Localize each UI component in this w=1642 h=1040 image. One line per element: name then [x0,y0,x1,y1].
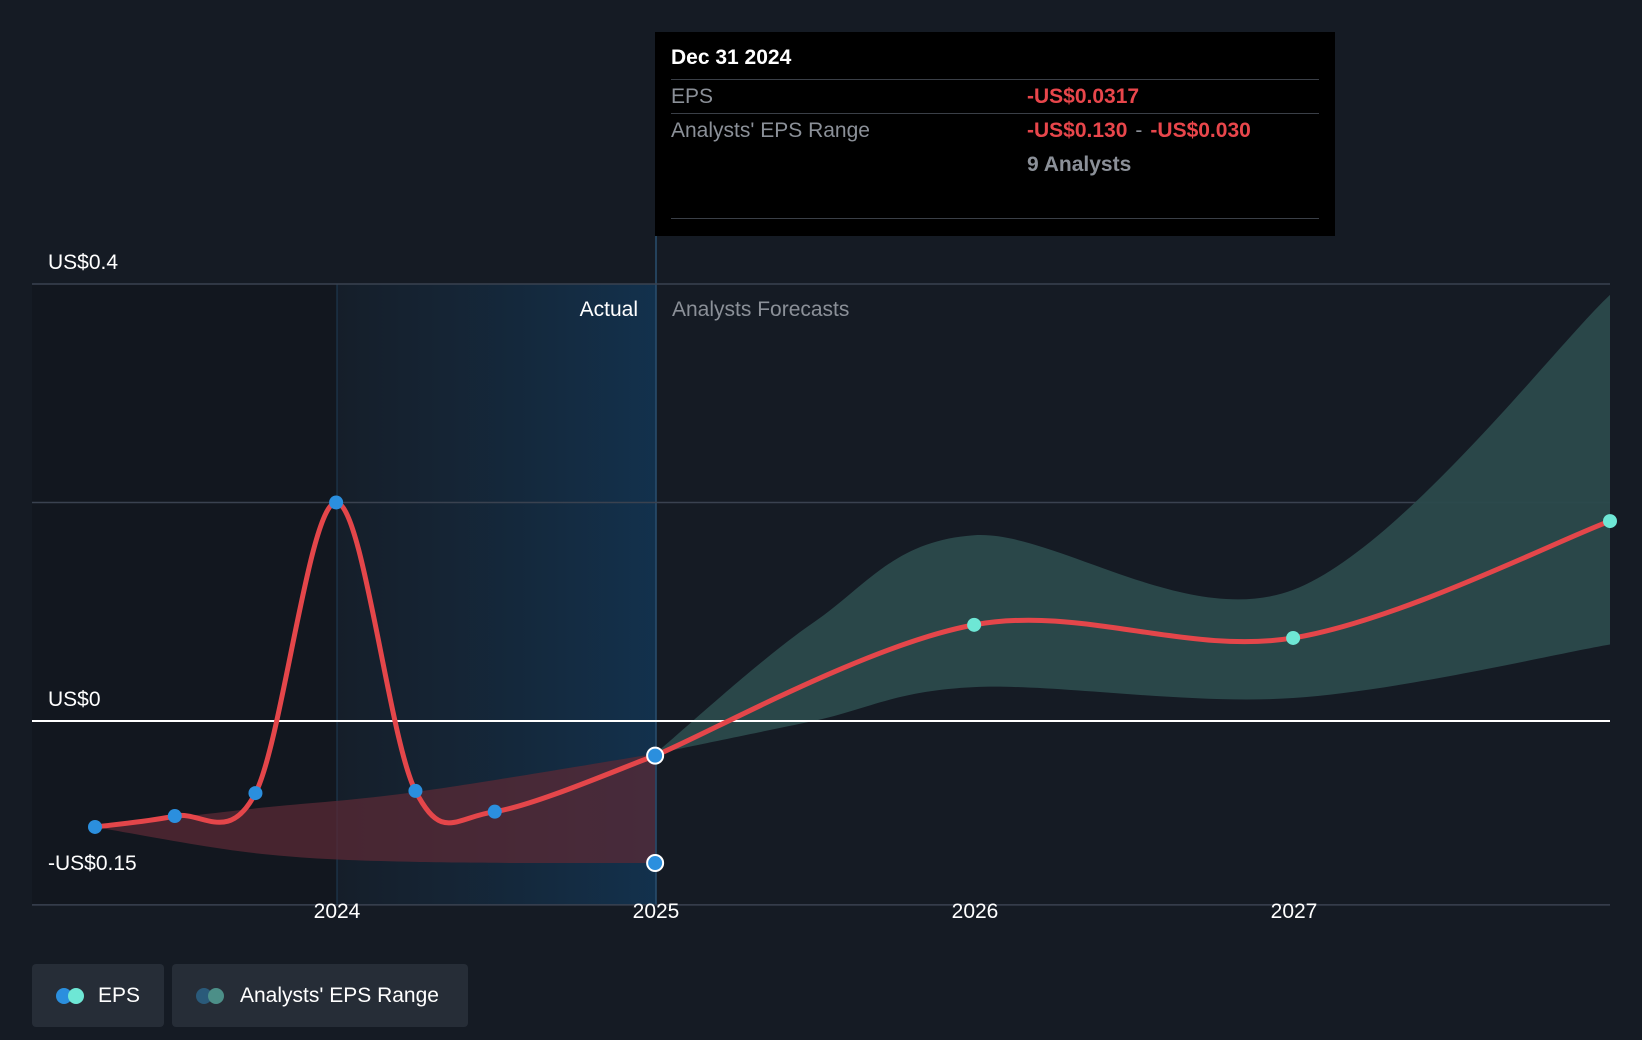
eps-point-6 [646,746,665,765]
eps-point-2 [248,786,263,801]
forecast-label: Analysts Forecasts [672,298,849,321]
tooltip: Dec 31 2024 EPS -US$0.0317 Analysts' EPS… [655,32,1335,236]
eps-point-4 [408,783,423,798]
forecast-point-0 [967,617,982,632]
tooltip-analysts-row: 9 Analysts [671,148,1319,182]
tooltip-analysts-count: 9 Analysts [1027,153,1132,176]
tooltip-range-label: Analysts' EPS Range [671,119,870,142]
forecast-point-2 [1603,514,1617,529]
eps-point-1 [167,809,182,824]
eps-point-5 [487,804,502,819]
tooltip-eps-label: EPS [671,85,714,108]
eps-legend-icon [56,987,86,1004]
x-axis-label-3: 2027 [1271,900,1318,923]
range-legend-icon [196,987,228,1004]
forecast-range-band [655,294,1610,754]
legend-range[interactable]: Analysts' EPS Range [172,964,468,1027]
tooltip-range-separator: - [1135,119,1143,142]
legend-range-label: Analysts' EPS Range [240,983,439,1007]
tooltip-date: Dec 31 2024 [671,46,1319,80]
actual-label: Actual [580,298,638,321]
forecast-point-1 [1286,630,1301,645]
past-region [32,284,337,905]
range-low-marker-0 [646,854,665,873]
eps-point-3 [329,495,344,510]
actual-range-band [95,753,656,864]
tooltip-eps-value: -US$0.0317 [1027,85,1140,108]
x-axis-label-0: 2024 [314,900,361,923]
tooltip-divider [671,218,1319,219]
y-axis-label-2: -US$0.15 [48,852,137,875]
legend-eps-label: EPS [97,983,140,1007]
legend-eps[interactable]: EPS [32,964,164,1027]
tooltip-range-row: Analysts' EPS Range -US$0.130 - -US$0.03… [671,114,1319,148]
y-axis-label-1: US$0 [48,688,101,711]
eps-forecast-line [652,518,1613,759]
x-axis-label-2: 2026 [952,900,999,923]
x-axis-label-1: 2025 [633,900,680,923]
tooltip-range-high: -US$0.030 [1150,119,1251,142]
y-axis-label-0: US$0.4 [48,251,118,274]
tooltip-range-low: -US$0.130 [1027,119,1128,142]
tooltip-eps-row: EPS -US$0.0317 [671,80,1319,114]
eps-point-0 [88,819,102,834]
